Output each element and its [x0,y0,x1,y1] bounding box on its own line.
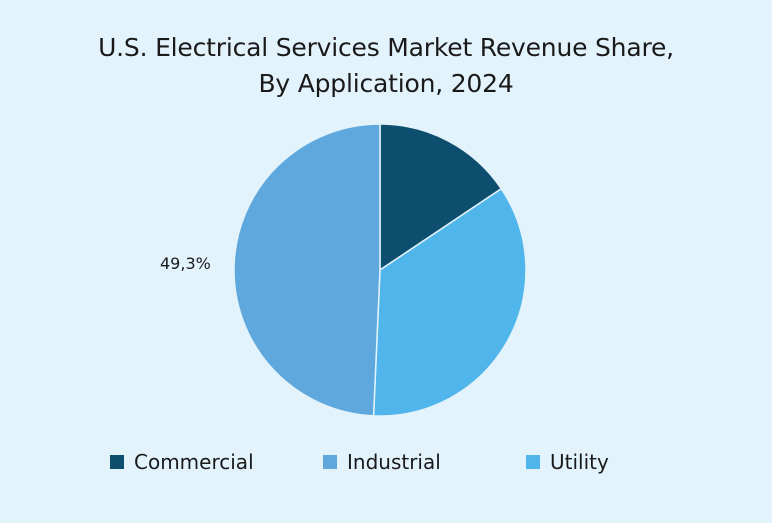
pie-slice-commercial [379,123,503,272]
legend-swatch-industrial [323,455,337,469]
legend-item-industrial: Industrial [323,450,441,474]
legend: Commercial Industrial Utility [110,450,710,478]
data-label-industrial: 49,3% [160,254,211,273]
chart-title-line-2: By Application, 2024 [258,69,514,98]
legend-label-utility: Utility [550,450,609,474]
chart-title: U.S. Electrical Services Market Revenue … [0,30,772,102]
legend-label-industrial: Industrial [347,450,441,474]
legend-swatch-utility [526,455,540,469]
legend-label-commercial: Commercial [134,450,254,474]
legend-swatch-commercial [110,455,124,469]
pie-slice-industrial [233,123,381,417]
pie-slice-utility [372,187,527,417]
legend-item-utility: Utility [526,450,609,474]
chart-title-line-1: U.S. Electrical Services Market Revenue … [98,33,674,62]
legend-item-commercial: Commercial [110,450,254,474]
